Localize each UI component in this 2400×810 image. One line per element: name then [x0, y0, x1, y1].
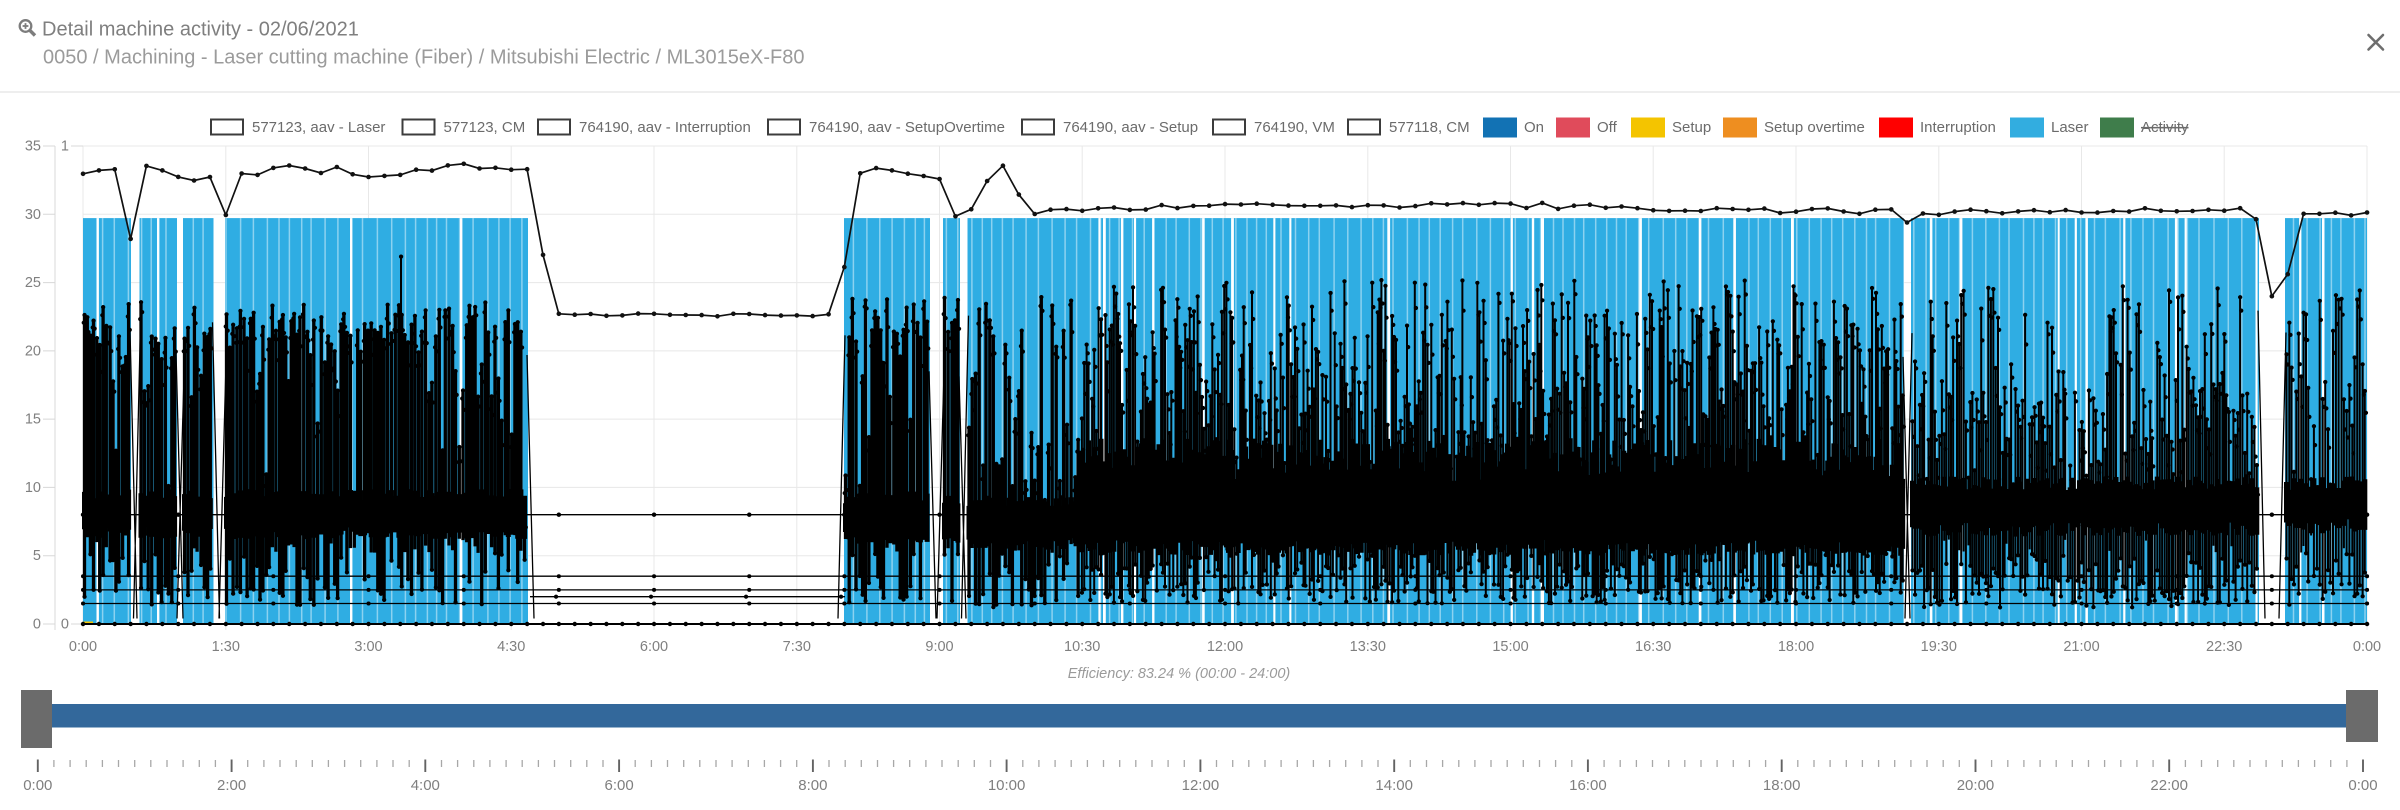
svg-text:764190, VM: 764190, VM	[1254, 119, 1335, 136]
svg-text:7:30: 7:30	[783, 639, 811, 655]
svg-text:Setup: Setup	[1672, 119, 1711, 136]
svg-text:Efficiency: 83.24 % (00:00 - 2: Efficiency: 83.24 % (00:00 - 24:00)	[1068, 666, 1290, 682]
svg-text:764190, aav - Setup: 764190, aav - Setup	[1063, 119, 1198, 136]
svg-text:18:00: 18:00	[1778, 639, 1814, 655]
svg-text:On: On	[1524, 119, 1544, 136]
svg-text:Off: Off	[1597, 119, 1618, 136]
svg-text:0050 / Machining - Laser cutti: 0050 / Machining - Laser cutting machine…	[43, 47, 804, 69]
svg-text:15: 15	[25, 412, 41, 428]
svg-text:Setup overtime: Setup overtime	[1764, 119, 1865, 136]
svg-text:6:00: 6:00	[640, 639, 668, 655]
svg-text:19:30: 19:30	[1921, 639, 1957, 655]
svg-text:0:00: 0:00	[23, 777, 52, 794]
svg-text:22:30: 22:30	[2206, 639, 2242, 655]
svg-text:764190, aav - Interruption: 764190, aav - Interruption	[579, 119, 751, 136]
svg-text:12:00: 12:00	[1207, 639, 1243, 655]
svg-text:Detail machine activity - 02/0: Detail machine activity - 02/06/2021	[42, 19, 359, 41]
svg-text:9:00: 9:00	[925, 639, 953, 655]
svg-text:25: 25	[25, 275, 41, 291]
svg-text:4:00: 4:00	[411, 777, 440, 794]
svg-text:Laser: Laser	[2051, 119, 2089, 136]
svg-text:5: 5	[33, 548, 41, 564]
svg-text:Interruption: Interruption	[1920, 119, 1996, 136]
svg-text:4:30: 4:30	[497, 639, 525, 655]
svg-text:21:00: 21:00	[2063, 639, 2099, 655]
svg-text:6:00: 6:00	[604, 777, 633, 794]
svg-text:13:30: 13:30	[1350, 639, 1386, 655]
svg-text:20:00: 20:00	[1957, 777, 1995, 794]
svg-text:20: 20	[25, 343, 41, 359]
svg-text:10:30: 10:30	[1064, 639, 1100, 655]
svg-text:10: 10	[25, 480, 41, 496]
svg-text:30: 30	[25, 207, 41, 223]
svg-text:577123, aav - Laser: 577123, aav - Laser	[252, 119, 385, 136]
svg-text:1: 1	[61, 139, 69, 155]
svg-text:10:00: 10:00	[988, 777, 1026, 794]
svg-text:35: 35	[25, 139, 41, 155]
svg-text:8:00: 8:00	[798, 777, 827, 794]
svg-text:15:00: 15:00	[1492, 639, 1528, 655]
svg-text:22:00: 22:00	[2150, 777, 2188, 794]
svg-text:0:00: 0:00	[2348, 777, 2377, 794]
svg-text:14:00: 14:00	[1375, 777, 1413, 794]
svg-text:3:00: 3:00	[354, 639, 382, 655]
svg-text:16:00: 16:00	[1569, 777, 1607, 794]
svg-text:0: 0	[61, 617, 69, 633]
svg-text:764190, aav - SetupOvertime: 764190, aav - SetupOvertime	[809, 119, 1005, 136]
svg-text:16:30: 16:30	[1635, 639, 1671, 655]
svg-text:Activity: Activity	[2141, 119, 2189, 136]
svg-text:18:00: 18:00	[1763, 777, 1801, 794]
svg-text:577118, CM: 577118, CM	[1389, 119, 1470, 136]
svg-text:2:00: 2:00	[217, 777, 246, 794]
svg-text:12:00: 12:00	[1182, 777, 1220, 794]
svg-text:1:30: 1:30	[212, 639, 240, 655]
svg-text:0: 0	[33, 617, 41, 633]
svg-text:577123, CM: 577123, CM	[444, 119, 526, 136]
svg-text:0:00: 0:00	[69, 639, 97, 655]
svg-text:0:00: 0:00	[2353, 639, 2381, 655]
